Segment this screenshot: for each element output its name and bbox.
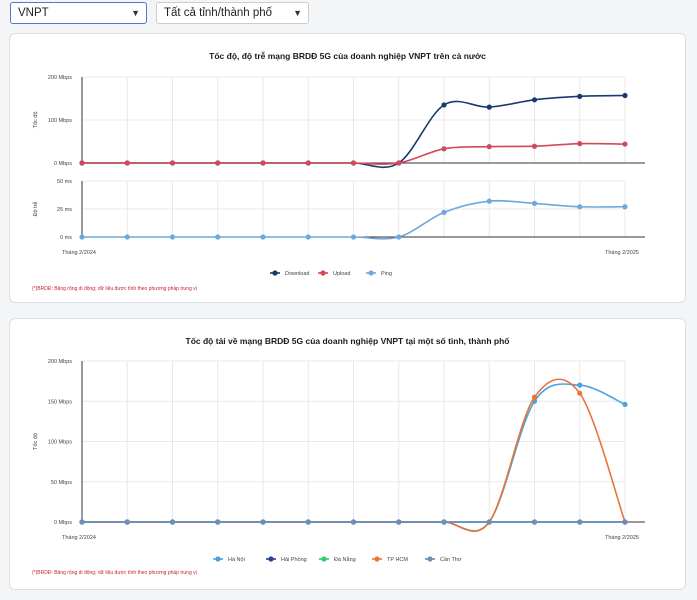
legend-marker [215, 556, 221, 562]
data-point [79, 160, 85, 166]
x-tick-label: Tháng 2/2024 [62, 250, 96, 256]
data-point [215, 160, 221, 166]
data-point [531, 394, 538, 400]
data-point [577, 382, 583, 388]
footnote: (*)BRDĐ: Băng rộng di động; dữ liệu được… [32, 570, 197, 576]
legend-marker [321, 556, 327, 562]
chart-title: Tốc độ, độ trễ mạng BRDĐ 5G của doanh ng… [209, 51, 486, 61]
data-point [79, 234, 85, 240]
province-download-chart: 200 Mbps 150 Mbps 100 Mbps 50 Mbps 0 Mbps Tốc… [33, 359, 645, 563]
legend-label: Đà Nẵng [334, 556, 356, 563]
data-point [577, 141, 583, 147]
legend-marker [374, 556, 380, 562]
data-point [577, 93, 583, 99]
data-point [350, 234, 357, 240]
y-tick-label: 50 Mbps [51, 480, 72, 486]
y-tick-label: 0 Mbps [54, 520, 72, 526]
data-point [531, 143, 538, 149]
legend-label: Hà Nội [228, 557, 245, 563]
legend-label: Upload [333, 271, 350, 277]
data-point [531, 519, 538, 525]
x-tick-label: Tháng 2/2025 [605, 250, 639, 256]
data-point [531, 200, 538, 206]
data-point [305, 519, 311, 525]
provider-select[interactable]: VNPT ▼ [10, 2, 147, 24]
y-tick-label: 0 Mbps [54, 161, 72, 167]
data-point [622, 401, 628, 408]
x-tick-label: Tháng 2/2024 [62, 535, 96, 541]
legend-marker [268, 556, 274, 562]
y-tick-label: 200 Mbps [48, 359, 72, 365]
data-point [486, 144, 492, 150]
data-point [169, 160, 176, 166]
legend-label: Ping [381, 271, 392, 277]
data-point [124, 234, 130, 240]
data-point [124, 160, 130, 166]
y-axis-title: Tốc độ [33, 433, 39, 450]
y-tick-label: 100 Mbps [48, 118, 72, 124]
data-point [486, 519, 492, 525]
legend-marker [272, 270, 278, 276]
legend-marker [320, 270, 326, 276]
y-axis-title: Độ trễ [32, 202, 39, 217]
legend-label: Download [285, 271, 309, 277]
y-tick-label: 50 ms [57, 179, 72, 185]
data-point [215, 234, 221, 240]
data-point [350, 160, 357, 166]
legend-label: TP HCM [387, 557, 408, 563]
provider-select-value: VNPT [18, 7, 49, 19]
data-point [622, 92, 628, 99]
data-point [577, 204, 583, 210]
y-tick-label: 200 Mbps [48, 75, 72, 81]
y-tick-label: 150 Mbps [48, 399, 72, 405]
data-point [79, 519, 85, 525]
data-point [531, 97, 538, 103]
province-download-card: Tốc độ tải về mạng BRDĐ 5G của doanh ngh… [9, 318, 686, 590]
data-point [260, 160, 266, 166]
y-tick-label: 100 Mbps [48, 440, 72, 446]
data-point [396, 519, 402, 525]
data-point [441, 146, 447, 152]
chevron-down-icon: ▼ [131, 8, 140, 18]
data-point [124, 519, 130, 525]
x-tick-label: Tháng 2/2025 [605, 535, 639, 541]
data-point [441, 209, 447, 215]
national-speed-latency-card: Tốc độ, độ trễ mạng BRDĐ 5G của doanh ng… [9, 33, 686, 303]
data-point [396, 234, 402, 240]
data-point [305, 160, 311, 166]
data-point [622, 204, 628, 210]
data-point [305, 234, 311, 240]
y-tick-label: 0 ms [60, 235, 72, 241]
chart-title: Tốc độ tải về mạng BRDĐ 5G của doanh ngh… [185, 336, 510, 346]
y-tick-label: 25 ms [57, 207, 72, 213]
data-point [486, 198, 492, 204]
data-point [260, 234, 266, 240]
data-point [169, 519, 176, 525]
region-select[interactable]: Tất cả tỉnh/thành phố ▼ [156, 2, 309, 24]
legend-label: Cần Thơ [440, 557, 462, 563]
chevron-down-icon: ▼ [293, 8, 302, 18]
data-point [441, 519, 447, 525]
data-point [622, 141, 628, 147]
y-axis-title: Tốc độ [33, 112, 39, 129]
data-point [215, 519, 221, 525]
data-point [486, 104, 492, 110]
legend-label: Hải Phòng [281, 557, 307, 563]
legend-marker [427, 556, 433, 562]
data-point [441, 102, 447, 108]
data-point [350, 519, 357, 525]
data-point [260, 519, 266, 525]
region-select-value: Tất cả tỉnh/thành phố [164, 7, 273, 19]
data-point [577, 519, 583, 525]
data-point [577, 390, 583, 396]
legend-marker [368, 270, 374, 276]
data-point [622, 519, 628, 525]
data-point [169, 234, 176, 240]
data-point [396, 160, 402, 166]
national-speed-latency-chart: 200 Mbps 100 Mbps 0 Mbps Tốc độ 50 ms 25 ms 0 … [32, 75, 645, 277]
footnote: (*)BRDĐ: Băng rộng di động; dữ liệu được… [32, 286, 197, 292]
